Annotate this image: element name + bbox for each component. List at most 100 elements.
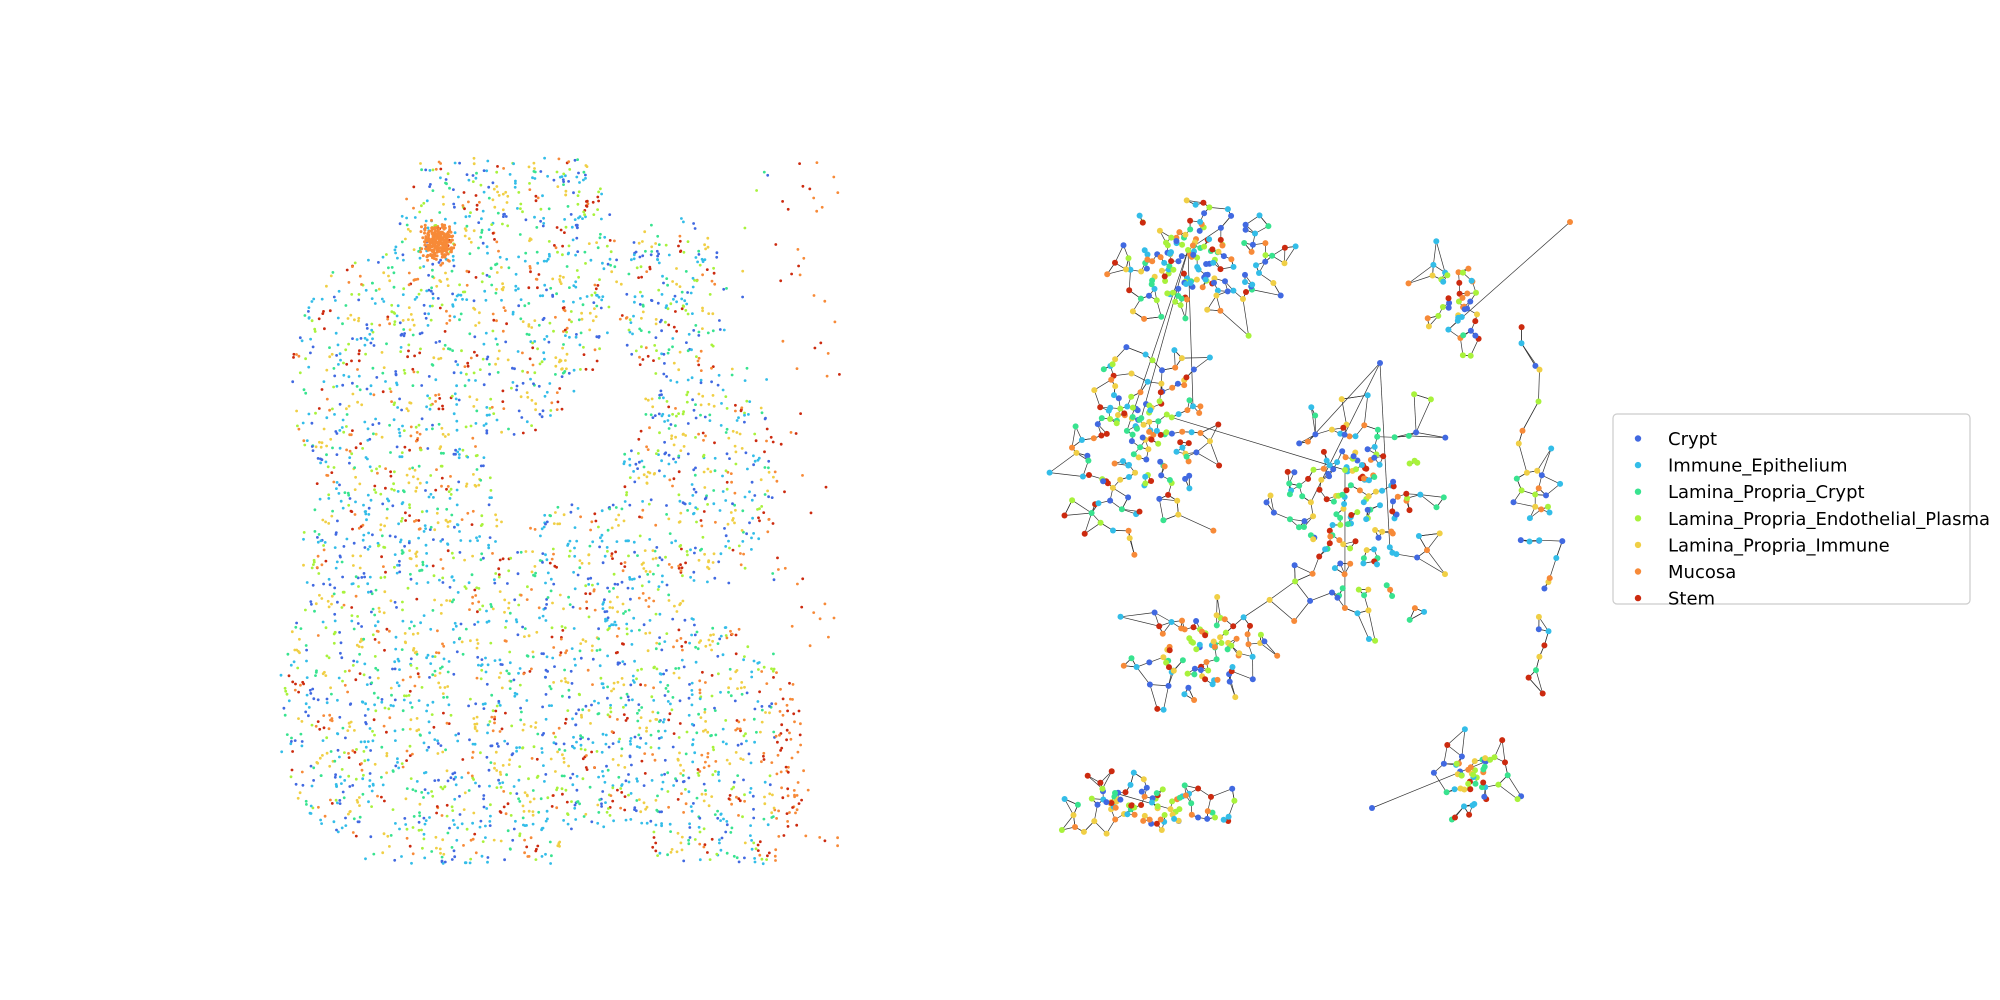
cell-point <box>707 638 711 642</box>
cell-point <box>663 474 666 478</box>
cell-point <box>506 829 510 833</box>
cell-point <box>530 588 533 591</box>
cell-point <box>550 626 554 630</box>
cell-point <box>351 784 355 787</box>
cell-point <box>610 730 614 734</box>
cell-point <box>680 566 684 570</box>
cell-point <box>405 223 409 227</box>
graph-edge <box>1368 610 1376 641</box>
cell-point <box>679 841 683 845</box>
cell-point <box>352 659 356 663</box>
cell-point <box>328 713 332 717</box>
cell-point <box>433 528 437 532</box>
cell-point <box>451 628 455 631</box>
cell-point <box>309 804 313 808</box>
cell-point <box>377 641 381 644</box>
cell-point <box>431 296 435 300</box>
cell-point <box>531 346 535 350</box>
cell-point <box>347 281 351 284</box>
cell-point <box>501 282 504 286</box>
cell-point <box>711 745 715 749</box>
cell-point <box>658 469 661 473</box>
cell-point <box>572 735 575 739</box>
cell-point <box>646 448 650 451</box>
cell-point <box>702 510 706 513</box>
cell-point <box>446 543 450 546</box>
cell-point <box>477 663 480 667</box>
cell-point <box>416 277 420 281</box>
cell-point <box>384 380 387 383</box>
cell-point <box>484 836 487 839</box>
cell-point <box>434 393 437 397</box>
cell-point <box>724 719 728 722</box>
cell-point <box>630 643 634 646</box>
cell-point <box>342 796 346 800</box>
cell-point <box>295 648 299 652</box>
cell-point <box>424 219 428 223</box>
cell-point <box>774 859 777 862</box>
cell-point <box>438 671 442 675</box>
cell-point <box>294 625 298 629</box>
cell-point <box>340 782 343 785</box>
cell-point <box>401 253 405 257</box>
cell-point <box>301 783 305 787</box>
cell-point <box>312 697 316 701</box>
cell-point <box>338 631 341 634</box>
cell-point <box>302 439 306 443</box>
cell-point <box>616 680 620 684</box>
cell-point <box>398 570 402 574</box>
cell-point <box>445 277 449 281</box>
cell-point <box>326 465 330 469</box>
cell-point <box>707 312 711 315</box>
cell-point <box>672 297 675 301</box>
cell-point <box>628 503 632 507</box>
cell-point <box>544 693 548 696</box>
graph-edge <box>1114 245 1124 263</box>
cell-point <box>430 228 434 231</box>
cell-point <box>409 701 412 705</box>
cell-point <box>428 407 432 411</box>
cell-point <box>554 246 558 250</box>
cell-point <box>701 309 704 313</box>
cell-point <box>581 757 585 761</box>
cell-point <box>713 813 717 816</box>
cell-point <box>390 310 394 314</box>
cell-point <box>486 355 490 359</box>
cell-point <box>321 739 325 742</box>
cell-point <box>380 351 384 354</box>
cell-point <box>692 222 695 225</box>
cell-point <box>579 747 583 751</box>
cell-point <box>548 514 552 517</box>
cell-point <box>406 409 410 413</box>
cell-point <box>331 446 334 450</box>
cell-point <box>324 559 328 563</box>
cell-point <box>599 187 602 191</box>
cell-point <box>735 431 739 434</box>
cell-point <box>314 724 318 728</box>
cell-point <box>515 746 518 750</box>
cell-point <box>763 466 767 469</box>
cell-point <box>669 850 673 854</box>
cell-point <box>565 367 568 371</box>
cell-point <box>647 502 651 506</box>
cell-point <box>694 660 698 664</box>
cell-point <box>336 748 340 752</box>
cell-point <box>671 345 674 349</box>
cell-point <box>767 518 771 521</box>
cell-point <box>403 640 407 644</box>
cell-point <box>372 432 375 436</box>
cell-point <box>401 424 404 428</box>
cell-point <box>487 546 491 550</box>
cell-point <box>745 399 749 403</box>
cell-point <box>753 494 757 497</box>
cell-point <box>706 467 710 471</box>
cell-point <box>743 413 746 417</box>
cell-point <box>334 331 338 335</box>
cell-point <box>572 284 576 287</box>
cell-point <box>706 851 709 854</box>
cell-point <box>463 558 466 562</box>
cell-point <box>474 702 478 706</box>
cell-point <box>452 672 456 676</box>
cell-point <box>697 392 701 396</box>
cell-point <box>740 529 744 532</box>
